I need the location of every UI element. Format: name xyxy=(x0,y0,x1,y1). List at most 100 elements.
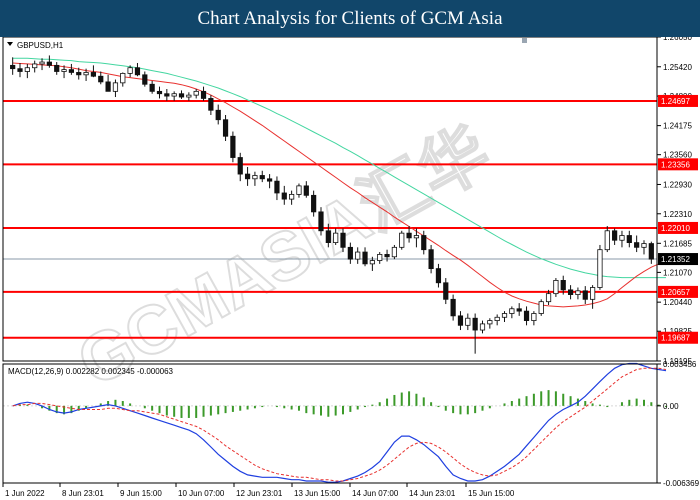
time-tick-label: 8 Jun 23:01 xyxy=(62,489,104,498)
level-tag-label: 1.20657 xyxy=(661,288,690,297)
candle-body xyxy=(347,246,353,260)
candle-body xyxy=(289,193,295,200)
candle-body xyxy=(171,93,177,97)
level-tag-label: 1.23356 xyxy=(661,160,690,169)
time-axis: 1 Jun 2022 8 Jun 23:01 9 Jun 15:00 10 Jun 0… xyxy=(2,483,515,498)
candle-body xyxy=(252,175,258,180)
candle-body xyxy=(487,320,493,325)
candle-body xyxy=(68,69,75,73)
candle-body xyxy=(377,254,383,261)
candle-body xyxy=(61,69,67,72)
candle-body xyxy=(149,83,155,92)
candle-body xyxy=(156,90,163,95)
candle-body xyxy=(46,61,52,66)
price-tick-label: 1.19195 xyxy=(663,357,692,366)
level-tag xyxy=(658,158,698,171)
symbol-dropdown-icon xyxy=(7,42,13,46)
candle-body xyxy=(222,119,229,137)
candle-body xyxy=(479,323,486,331)
candle-body xyxy=(281,192,287,200)
price-axis: 1.260501.254201.248001.241751.235601.229… xyxy=(657,37,700,488)
candle-body xyxy=(435,268,442,284)
candle-body xyxy=(186,94,192,98)
page-title: Chart Analysis for Clients of GCM Asia xyxy=(197,7,503,29)
price-tick-label: 1.21070 xyxy=(663,268,692,277)
candle-body xyxy=(98,75,104,83)
price-tick-label: 1.23560 xyxy=(663,151,692,160)
candle-body xyxy=(472,317,478,331)
candle-body xyxy=(465,317,471,326)
price-tick-label: 1.22310 xyxy=(663,210,692,219)
candlestick-series xyxy=(10,55,654,354)
candle-body xyxy=(134,67,141,76)
macd-tick-label: 0.00 xyxy=(663,402,679,411)
time-tick-label: 14 Jun 07:00 xyxy=(352,489,399,498)
level-tag-label: 1.22010 xyxy=(661,224,690,233)
candle-body xyxy=(193,90,199,96)
price-tick-label: 1.21685 xyxy=(663,239,692,248)
price-tick-label: 1.26050 xyxy=(663,37,692,42)
level-tag xyxy=(658,331,698,344)
candle-body xyxy=(333,232,339,244)
candle-body xyxy=(523,310,530,321)
time-tick-label: 12 Jun 23:01 xyxy=(236,489,283,498)
candle-body xyxy=(311,194,317,213)
price-tick-label: 1.20440 xyxy=(663,298,692,307)
candle-body xyxy=(142,74,148,85)
candle-body xyxy=(590,287,596,300)
macd-panel xyxy=(12,362,668,483)
price-tick-label: 1.19825 xyxy=(663,327,692,336)
macd-tick-label: 0.003456 xyxy=(663,360,697,369)
candle-body xyxy=(318,211,324,232)
current-price-tag xyxy=(658,253,698,266)
candle-body xyxy=(105,81,111,92)
current-price-label: 1.21352 xyxy=(661,255,690,264)
candle-body xyxy=(545,293,552,303)
candle-body xyxy=(626,235,632,244)
horizontal-levels xyxy=(3,99,657,339)
candle-body xyxy=(296,185,302,195)
candle-body xyxy=(582,290,588,300)
candle-body xyxy=(90,72,97,77)
candle-body xyxy=(501,313,508,318)
panel-frames xyxy=(2,37,658,484)
candle-body xyxy=(516,308,522,312)
candle-body xyxy=(127,67,133,74)
candle-body xyxy=(619,235,625,241)
macd-line xyxy=(12,362,667,483)
candle-body xyxy=(17,68,23,72)
price-tick-label: 1.24175 xyxy=(663,122,692,131)
candle-body xyxy=(266,178,273,182)
price-tick-label: 1.25420 xyxy=(663,63,692,72)
candle-body xyxy=(369,260,375,265)
candle-body xyxy=(76,72,82,76)
slow-moving-average-line xyxy=(12,57,666,279)
candle-body xyxy=(413,235,420,239)
macd-tick-label: -0.006369 xyxy=(663,479,700,488)
candle-body xyxy=(24,67,30,72)
candle-body xyxy=(340,232,346,248)
candle-body xyxy=(612,230,618,241)
candle-body xyxy=(120,72,126,84)
candle-body xyxy=(450,298,456,317)
candle-body xyxy=(641,243,647,248)
candle-body xyxy=(538,301,544,314)
candle-body xyxy=(421,235,427,251)
chart-area[interactable]: GCMASIA汇华 1.260501.254201.248001.241751.… xyxy=(0,37,700,500)
candle-body xyxy=(406,232,412,239)
candle-body xyxy=(362,251,368,265)
time-tick-label: 14 Jun 23:01 xyxy=(409,489,456,498)
candle-body xyxy=(355,251,361,260)
candle-body xyxy=(457,315,464,326)
candle-body xyxy=(230,135,236,158)
candle-body xyxy=(54,64,60,72)
candle-body xyxy=(443,282,449,300)
candle-body xyxy=(244,173,251,180)
candle-body xyxy=(178,93,185,98)
candle-body xyxy=(531,313,537,321)
level-tag xyxy=(658,94,698,107)
macd-label: MACD(12,26,9) 0.002282 0.002345 -0.00006… xyxy=(8,367,174,376)
candle-body xyxy=(325,230,331,244)
price-tick-label: 1.22930 xyxy=(663,180,692,189)
candle-body xyxy=(112,82,119,92)
